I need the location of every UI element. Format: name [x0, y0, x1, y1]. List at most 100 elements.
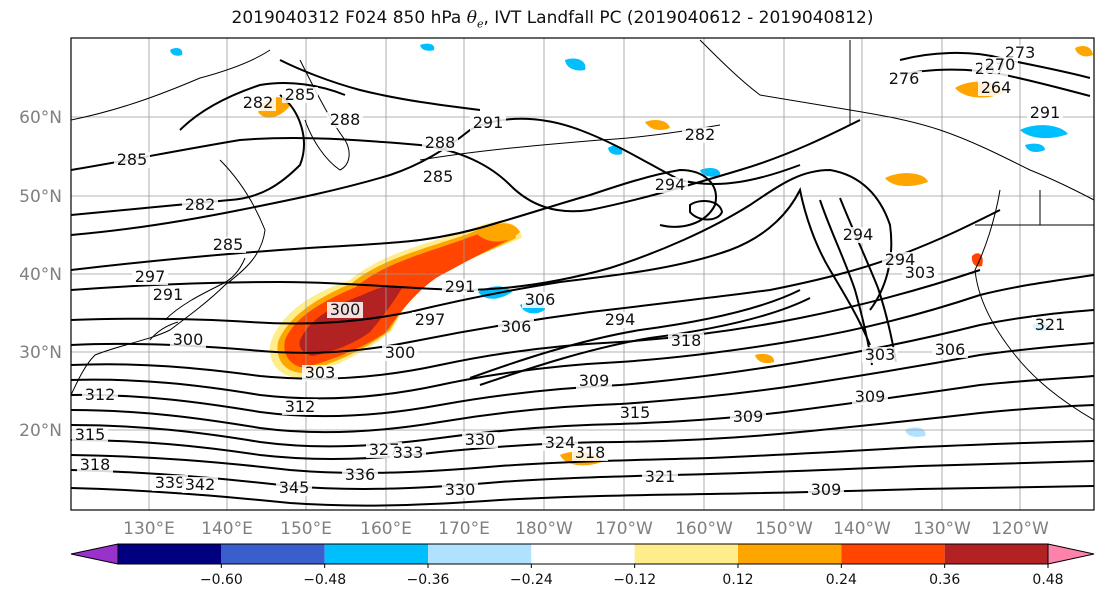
coastlines — [71, 39, 1094, 421]
lon-label: 160°W — [675, 519, 733, 539]
contour-label: 294 — [655, 175, 686, 194]
shade-orange-east — [478, 223, 520, 242]
contour-label-bg — [390, 445, 426, 461]
contour-label-bg — [902, 265, 938, 281]
colorbar-segment — [738, 544, 842, 564]
lon-label: 150°E — [280, 519, 332, 539]
contour-label-bg — [882, 252, 918, 268]
map-title: 2019040312 F024 850 hPa θe, IVT Landfall… — [0, 8, 1105, 30]
contour-label: 303 — [905, 263, 936, 282]
contour-label: 318 — [80, 455, 111, 474]
contour-label: 297 — [135, 267, 166, 286]
lat-label: 60°N — [19, 108, 62, 128]
colorbar-tick-label: −0.24 — [510, 572, 553, 588]
contour-label-bg — [442, 482, 478, 498]
colorbar-tick-label: 0.12 — [722, 572, 753, 588]
colorbar-segment — [944, 544, 1048, 564]
shade-blue-6 — [700, 168, 721, 177]
contour-label-bg — [978, 80, 1014, 96]
colorbar-tick-label: −0.48 — [303, 572, 346, 588]
title-symbol-sub: e — [476, 17, 484, 31]
contour-label-bg — [327, 302, 363, 318]
contour-label-bg — [152, 475, 188, 491]
contour-label: 300 — [173, 330, 204, 349]
contour-label: 309 — [733, 407, 764, 426]
contour-label-bg — [840, 227, 876, 243]
shade-orange-coast — [971, 253, 983, 267]
contour-label-bg — [470, 115, 506, 131]
contour-label: 291 — [473, 113, 504, 132]
colorbar-segment — [841, 544, 945, 564]
lon-label: 140°E — [201, 519, 253, 539]
contour-label: 300 — [330, 300, 361, 319]
coastline-asia — [71, 49, 271, 396]
contour-318 — [71, 404, 1094, 460]
contour-label: 285 — [213, 235, 244, 254]
contour-label-bg — [932, 342, 968, 358]
coastline-alaska — [699, 39, 1094, 201]
contour-label-bg — [808, 482, 844, 498]
contour-label-bg — [342, 467, 378, 483]
contour-label-bg — [642, 469, 678, 485]
contour-label: 294 — [843, 225, 874, 244]
title-suffix: , IVT Landfall PC (2019040612 - 20190408… — [483, 8, 874, 28]
contour-label: 294 — [605, 310, 636, 329]
lon-label: 140°W — [833, 519, 891, 539]
contour-label: 315 — [75, 425, 106, 444]
contour-label: 306 — [501, 317, 532, 336]
contour-label: 309 — [855, 387, 886, 406]
contour-label: 276 — [889, 69, 920, 88]
colorbar-segment — [634, 544, 738, 564]
contour-315 — [71, 375, 1094, 448]
shade-blue-3 — [1020, 125, 1068, 139]
contour-label: 285 — [423, 167, 454, 186]
contour-label-bg — [462, 432, 498, 448]
contour-label: 282 — [185, 195, 216, 214]
contour-label-bg — [72, 427, 108, 443]
contour-label: 321 — [1035, 315, 1066, 334]
contour-label: 288 — [330, 110, 361, 129]
coastline-westcoast — [974, 189, 1094, 421]
colorbar-frame — [117, 543, 1049, 565]
colorbar-tick-label: −0.36 — [407, 572, 450, 588]
contour-label: 321 — [645, 467, 676, 486]
colorbar-segment — [428, 544, 532, 564]
coastline-kamchatka — [299, 59, 350, 171]
colorbar-segment — [531, 544, 635, 564]
contour-label: 288 — [425, 133, 456, 152]
contour-294 — [71, 168, 893, 311]
lon-label: 170°E — [438, 519, 490, 539]
contour-label: 297 — [415, 310, 446, 329]
contour-label: 264 — [981, 78, 1012, 97]
contour-label: 300 — [385, 343, 416, 362]
contour-jet-core-a — [469, 289, 801, 379]
coastline-aleutians — [419, 124, 721, 161]
contour-label-bg — [442, 279, 478, 295]
shade-blue-4 — [1025, 143, 1045, 153]
lon-label: 160°E — [360, 519, 412, 539]
contour-label-bg — [77, 457, 113, 473]
border-canada — [849, 40, 1094, 226]
contour-330 — [71, 485, 1094, 507]
contour-label: 294 — [885, 250, 916, 269]
contour-297 — [71, 186, 871, 346]
latitude-labels: 60°N 50°N 40°N 30°N 20°N — [19, 108, 62, 441]
contour-label: 282 — [243, 93, 274, 112]
contour-label-bg — [617, 405, 653, 421]
contour-label: 270 — [985, 55, 1016, 74]
longitude-labels: 130°E 140°E 150°E 160°E 170°E 180°W 170°W 160°W… — [123, 519, 1049, 539]
contour-label-bg — [132, 269, 168, 285]
contour-label-bg — [572, 445, 608, 461]
contour-label-bg — [982, 57, 1018, 73]
shade-orange-gulf — [885, 173, 928, 187]
contour-label: 324 — [545, 433, 576, 452]
contour-label: 312 — [285, 397, 316, 416]
map-frame — [70, 37, 1095, 511]
contour-label-bg — [886, 71, 922, 87]
contour-label: 339 — [155, 473, 186, 492]
lat-label: 20°N — [19, 421, 62, 441]
shade-orange-ak — [645, 120, 670, 130]
contour-label: 291 — [153, 285, 184, 304]
contour-label-bg — [412, 312, 448, 328]
shade-orange-s2 — [755, 353, 775, 364]
